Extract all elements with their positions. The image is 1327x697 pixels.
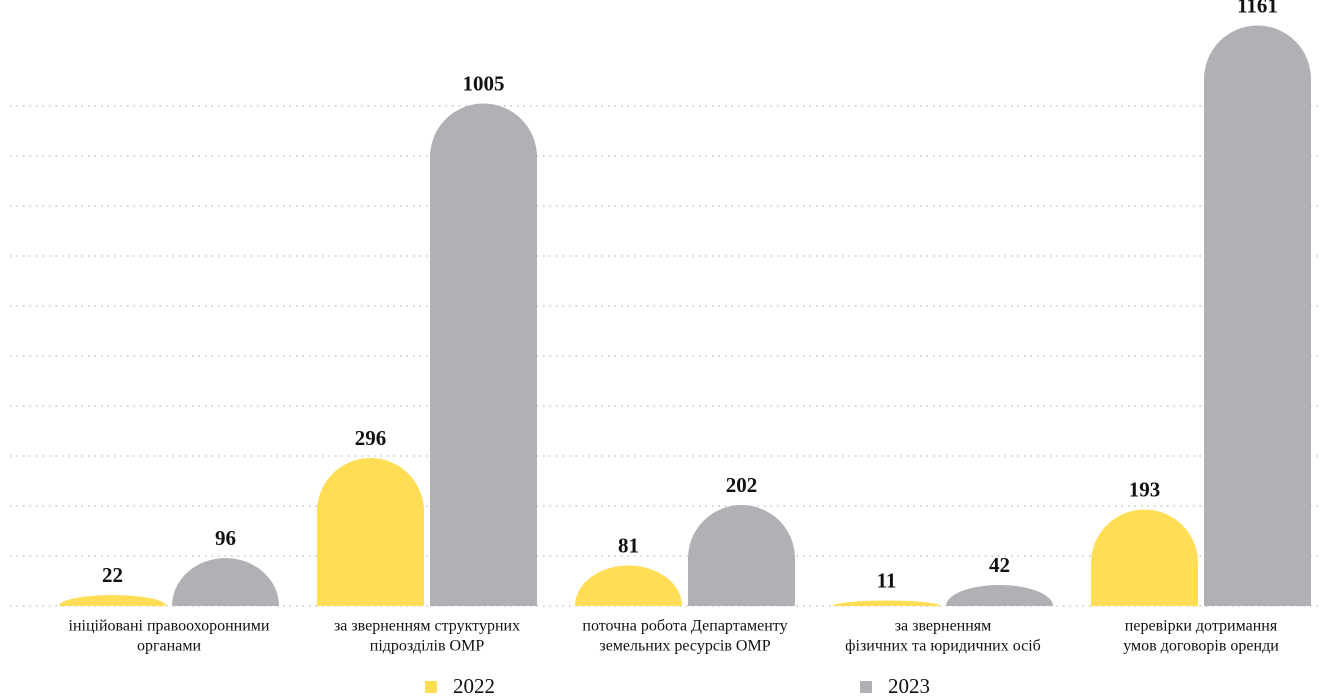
value-label: 202 — [726, 473, 758, 497]
legend-label: 2022 — [453, 674, 495, 697]
bar — [1091, 509, 1198, 606]
value-label: 1161 — [1237, 0, 1278, 17]
value-label: 96 — [215, 526, 236, 550]
value-label: 42 — [989, 553, 1010, 577]
x-tick-label: за зверненням — [895, 618, 992, 635]
bar — [172, 558, 279, 606]
x-tick-label: органами — [137, 638, 201, 655]
legend-label: 2023 — [888, 674, 930, 697]
bar — [946, 585, 1053, 606]
value-label: 81 — [618, 533, 639, 557]
value-label: 193 — [1129, 477, 1161, 501]
x-tick-label: умов договорів оренди — [1123, 638, 1279, 655]
x-tick-label: земельних ресурсів ОМР — [599, 638, 770, 655]
x-tick-label: перевірки дотримання — [1125, 618, 1278, 635]
bar — [1204, 25, 1311, 606]
value-label: 296 — [355, 426, 387, 450]
x-tick-label: поточна робота Департаменту — [582, 618, 787, 635]
bar — [317, 457, 424, 606]
x-tick-label: за зверненням структурних — [334, 618, 520, 635]
legend-swatch — [425, 681, 437, 693]
value-label: 22 — [102, 563, 123, 587]
x-tick-label: ініційовані правоохоронними — [69, 618, 270, 635]
value-label: 1005 — [463, 71, 505, 95]
value-label: 11 — [877, 568, 897, 592]
bar — [688, 504, 795, 606]
x-tick-label: фізичних та юридичних осіб — [845, 638, 1041, 655]
bar — [575, 565, 682, 606]
x-tick-label: підрозділів ОМР — [370, 638, 485, 655]
bar — [833, 600, 940, 606]
bar — [430, 103, 537, 606]
bar — [59, 595, 166, 606]
legend-swatch — [860, 681, 872, 693]
